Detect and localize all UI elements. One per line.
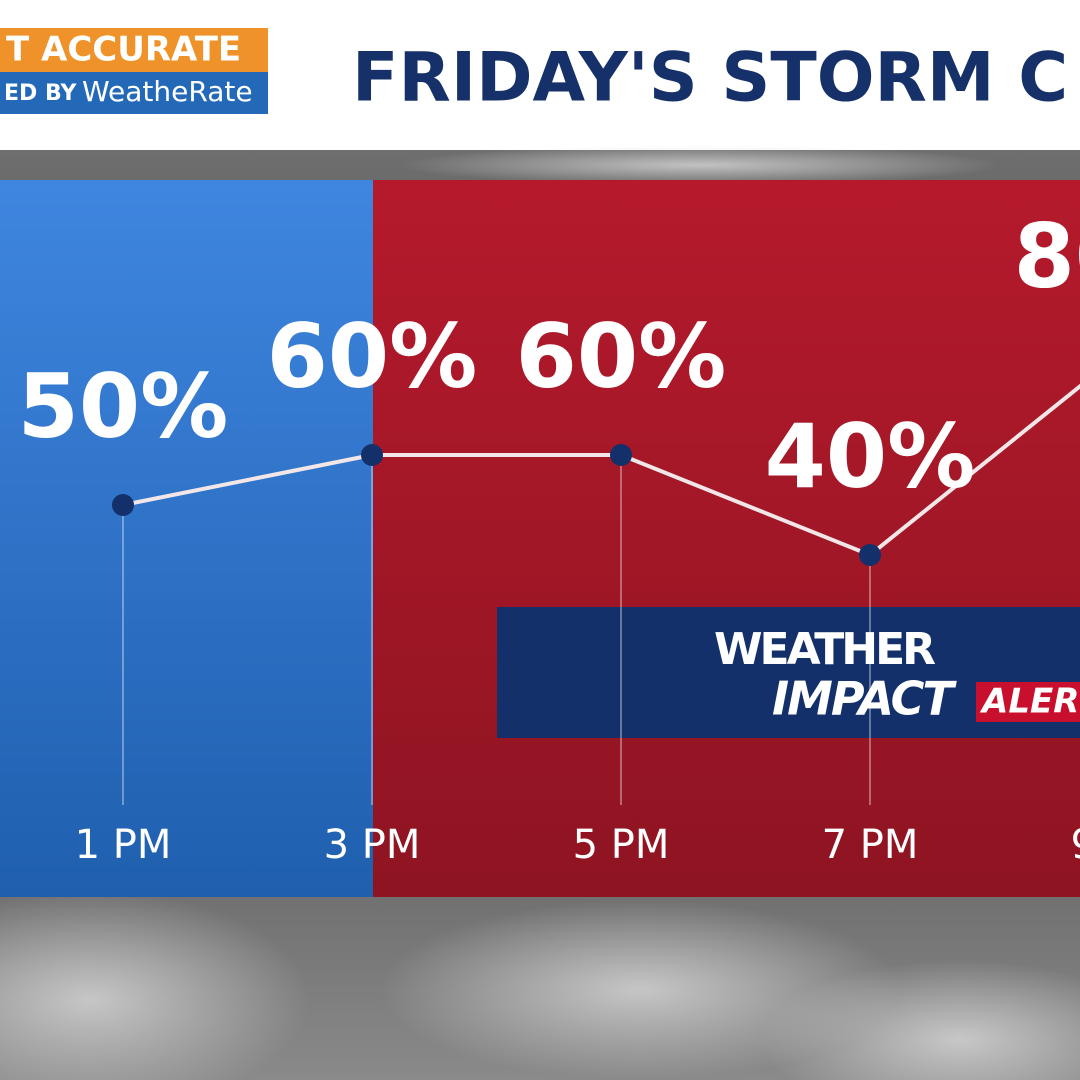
value-label: 60% [516, 305, 727, 408]
value-label: 60% [267, 305, 478, 408]
data-point [859, 544, 881, 566]
x-tick-label: 9 PM [1071, 822, 1080, 868]
badge-red-box [976, 682, 1080, 722]
value-label: 40% [765, 405, 976, 508]
data-point [361, 444, 383, 466]
blue-panel [0, 180, 373, 897]
cloud [760, 960, 1080, 1080]
badge-line2: IMPACT [772, 672, 957, 726]
logo-bottom-box [0, 72, 268, 114]
logo-top: T ACCURATE [6, 30, 241, 70]
plot: 1 PM 3 PM 5 PM 7 PM 9 PM 50% 60% 60% 40% 80% [18, 205, 1080, 868]
badge-line3: ALER [979, 682, 1079, 722]
data-point [610, 444, 632, 466]
cloud [0, 890, 310, 1080]
data-point [112, 494, 134, 516]
x-tick-label: 5 PM [573, 822, 670, 868]
badge-line1: WEATHER [714, 624, 935, 675]
x-tick-label: 1 PM [75, 822, 172, 868]
x-tick-label: 3 PM [324, 822, 421, 868]
cloud [400, 145, 1000, 185]
logo-top-box [0, 28, 268, 72]
x-tick-label: 7 PM [822, 822, 919, 868]
red-panel [373, 180, 1080, 897]
logo-prefix: ED BY [4, 81, 78, 106]
value-label: 50% [18, 355, 229, 458]
value-label: 80% [1014, 205, 1080, 308]
chart-title: FRIDAY'S STORM C [352, 39, 1068, 118]
logo-brand: WeatheRate [82, 75, 253, 108]
